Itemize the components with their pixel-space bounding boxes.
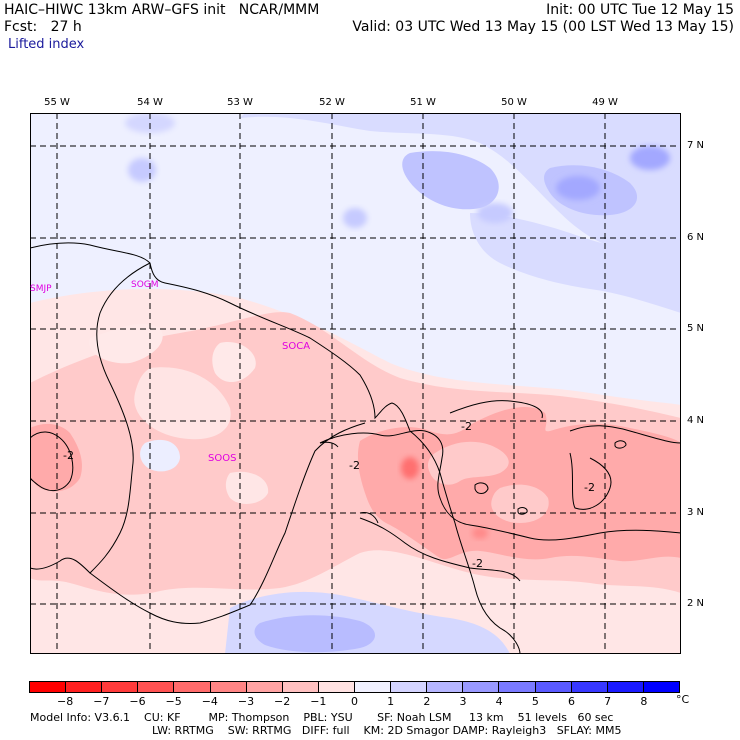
contour-label: -2 [584,481,595,494]
li-pos2-spot [128,158,156,182]
colorbar-tick-label: 4 [495,695,503,708]
colorbar-swatch [534,682,571,692]
contour-label: -2 [461,420,472,433]
colorbar-swatch [173,682,210,692]
colorbar-tick-label: −5 [165,695,182,708]
colorbar-tick-label: 7 [604,695,612,708]
contour-label: -2 [472,557,483,570]
li-pos2-spot [477,203,513,223]
colorbar-swatch [606,682,643,692]
colorbar-swatch [642,682,679,692]
li-neg4-spot [472,527,488,539]
station-label-sogm: SOGM [131,280,159,290]
light-patch [134,367,231,440]
lon-label-51w: 51 W [410,97,436,108]
colorbar-tick-label: −6 [129,695,146,708]
li-pos3-spot [556,176,600,200]
station-label-soca: SOCA [282,341,311,352]
colorbar [29,681,680,693]
model-info-line2: LW: RRTMG SW: RRTMG DIFF: full KM: 2D Sm… [152,724,622,737]
colorbar-swatch [281,682,318,692]
li-pos1-zone [240,113,681,265]
colorbar-tick-label: −1 [310,695,327,708]
colorbar-tick-label: 3 [459,695,467,708]
coastline [30,242,521,654]
lifted-index-map [30,113,681,654]
lat-label-6n: 6 N [687,232,705,243]
model-info-line1: Model Info: V3.6.1 CU: KF MP: Thompson P… [30,711,614,724]
colorbar-tick-label: 8 [640,695,648,708]
colorbar-unit: °C [676,693,690,706]
forecast-hour: Fcst: 27 h [4,19,82,35]
li-neg3-zone [357,406,681,562]
station-label-soos: SOOS [208,453,237,464]
contour-neg2 [30,400,681,582]
colorbar-swatch [498,682,535,692]
colorbar-swatch [137,682,174,692]
li-pos2-zone [402,151,499,210]
lon-label-55w: 55 W [44,97,70,108]
light-patch [225,471,269,505]
light-patch [427,441,509,485]
colorbar-tick-label: 6 [568,695,575,708]
colorbar-swatch [209,682,246,692]
light-patch [491,484,549,523]
lon-label-52w: 52 W [319,97,345,108]
lon-label-53w: 53 W [227,97,253,108]
colorbar-tick-label: −4 [201,695,218,708]
model-title: HAIC–HIWC 13km ARW–GFS init NCAR/MMM [4,2,320,18]
light-patch [212,342,256,383]
li-neg3-zone [30,423,82,492]
valid-time: Valid: 03 UTC Wed 13 May 15 (00 LST Wed … [352,19,734,35]
lon-label-50w: 50 W [501,97,527,108]
lat-label-3n: 3 N [687,507,705,518]
li-pos2-spot [343,208,367,228]
colorbar-tick-label: 2 [423,695,431,708]
colorbar-tick-label: −2 [274,695,291,708]
lat-label-4n: 4 N [687,415,705,426]
colorbar-swatch [353,682,391,692]
colorbar-swatch [426,682,463,692]
map-frame [30,113,681,654]
field-name: Lifted index [8,37,85,52]
lat-label-2n: 2 N [687,598,705,609]
colorbar-swatch [65,682,102,692]
station-label-smjp: SMJP [30,284,52,294]
colorbar-swatch [101,682,138,692]
li-pos3-spot [630,146,670,170]
colorbar-swatch [317,682,354,692]
contour-label: -2 [63,449,74,462]
colorbar-swatch [245,682,282,692]
colorbar-tick-label: 0 [351,695,358,708]
colorbar-tick-label: 5 [531,695,539,708]
colorbar-tick-label: −3 [237,695,255,708]
colorbar-swatch [570,682,607,692]
light-patch [89,323,163,364]
lat-lon-grid [30,113,681,654]
colorbar-tick-label: 1 [387,695,395,708]
init-time: Init: 00 UTC Tue 12 May 15 [546,2,734,18]
colorbar-tick-label: −7 [93,695,110,708]
colorbar-tick-label: −8 [57,695,74,708]
contour-label: -2 [349,459,360,472]
colorbar-swatch [390,682,427,692]
lat-label-7n: 7 N [687,140,705,151]
li-pos2-zone [254,615,375,653]
li-neg4-spot [401,457,419,479]
colorbar-swatch [462,682,499,692]
colorbar-swatch [30,682,66,692]
lon-label-54w: 54 W [137,97,163,108]
lon-label-49w: 49 W [592,97,618,108]
lat-label-5n: 5 N [687,323,705,334]
